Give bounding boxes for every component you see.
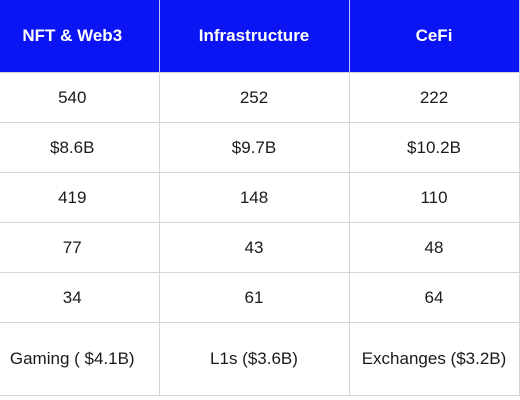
table-cell: 148 bbox=[159, 172, 350, 223]
table-cell: 34 bbox=[0, 272, 160, 323]
table-cell: 252 bbox=[159, 72, 350, 123]
header-row: NFT & Web3 Infrastructure CeFi bbox=[0, 0, 520, 73]
table-cell: 419 bbox=[0, 172, 160, 223]
table-row: 540 252 222 bbox=[0, 72, 520, 123]
table-row: 419 148 110 bbox=[0, 172, 520, 223]
table-cell: 77 bbox=[0, 222, 160, 273]
table-cell: 540 bbox=[0, 72, 160, 123]
table-cell: 43 bbox=[159, 222, 350, 273]
table-cell: $9.7B bbox=[159, 122, 350, 173]
table-row: Gaming ( $4.1B) L1s ($3.6B) Exchanges ($… bbox=[0, 322, 520, 396]
bottom-divider bbox=[0, 395, 520, 396]
table-cell: 48 bbox=[349, 222, 520, 273]
column-header-cefi: CeFi bbox=[349, 0, 520, 73]
table-row: 77 43 48 bbox=[0, 222, 520, 273]
table-cell: 61 bbox=[159, 272, 350, 323]
table-row: 34 61 64 bbox=[0, 272, 520, 323]
table-cell: L1s ($3.6B) bbox=[159, 322, 350, 396]
table-cell: $8.6B bbox=[0, 122, 160, 173]
table-cell: $10.2B bbox=[349, 122, 520, 173]
table-cell: 110 bbox=[349, 172, 520, 223]
table-cell: 222 bbox=[349, 72, 520, 123]
column-header-infrastructure: Infrastructure bbox=[159, 0, 350, 73]
table-cell: Gaming ( $4.1B) bbox=[0, 322, 160, 396]
table-cell: Exchanges ($3.2B) bbox=[349, 322, 520, 396]
column-header-nft-web3: NFT & Web3 bbox=[0, 0, 160, 73]
table-row: $8.6B $9.7B $10.2B bbox=[0, 122, 520, 173]
table-cell: 64 bbox=[349, 272, 520, 323]
